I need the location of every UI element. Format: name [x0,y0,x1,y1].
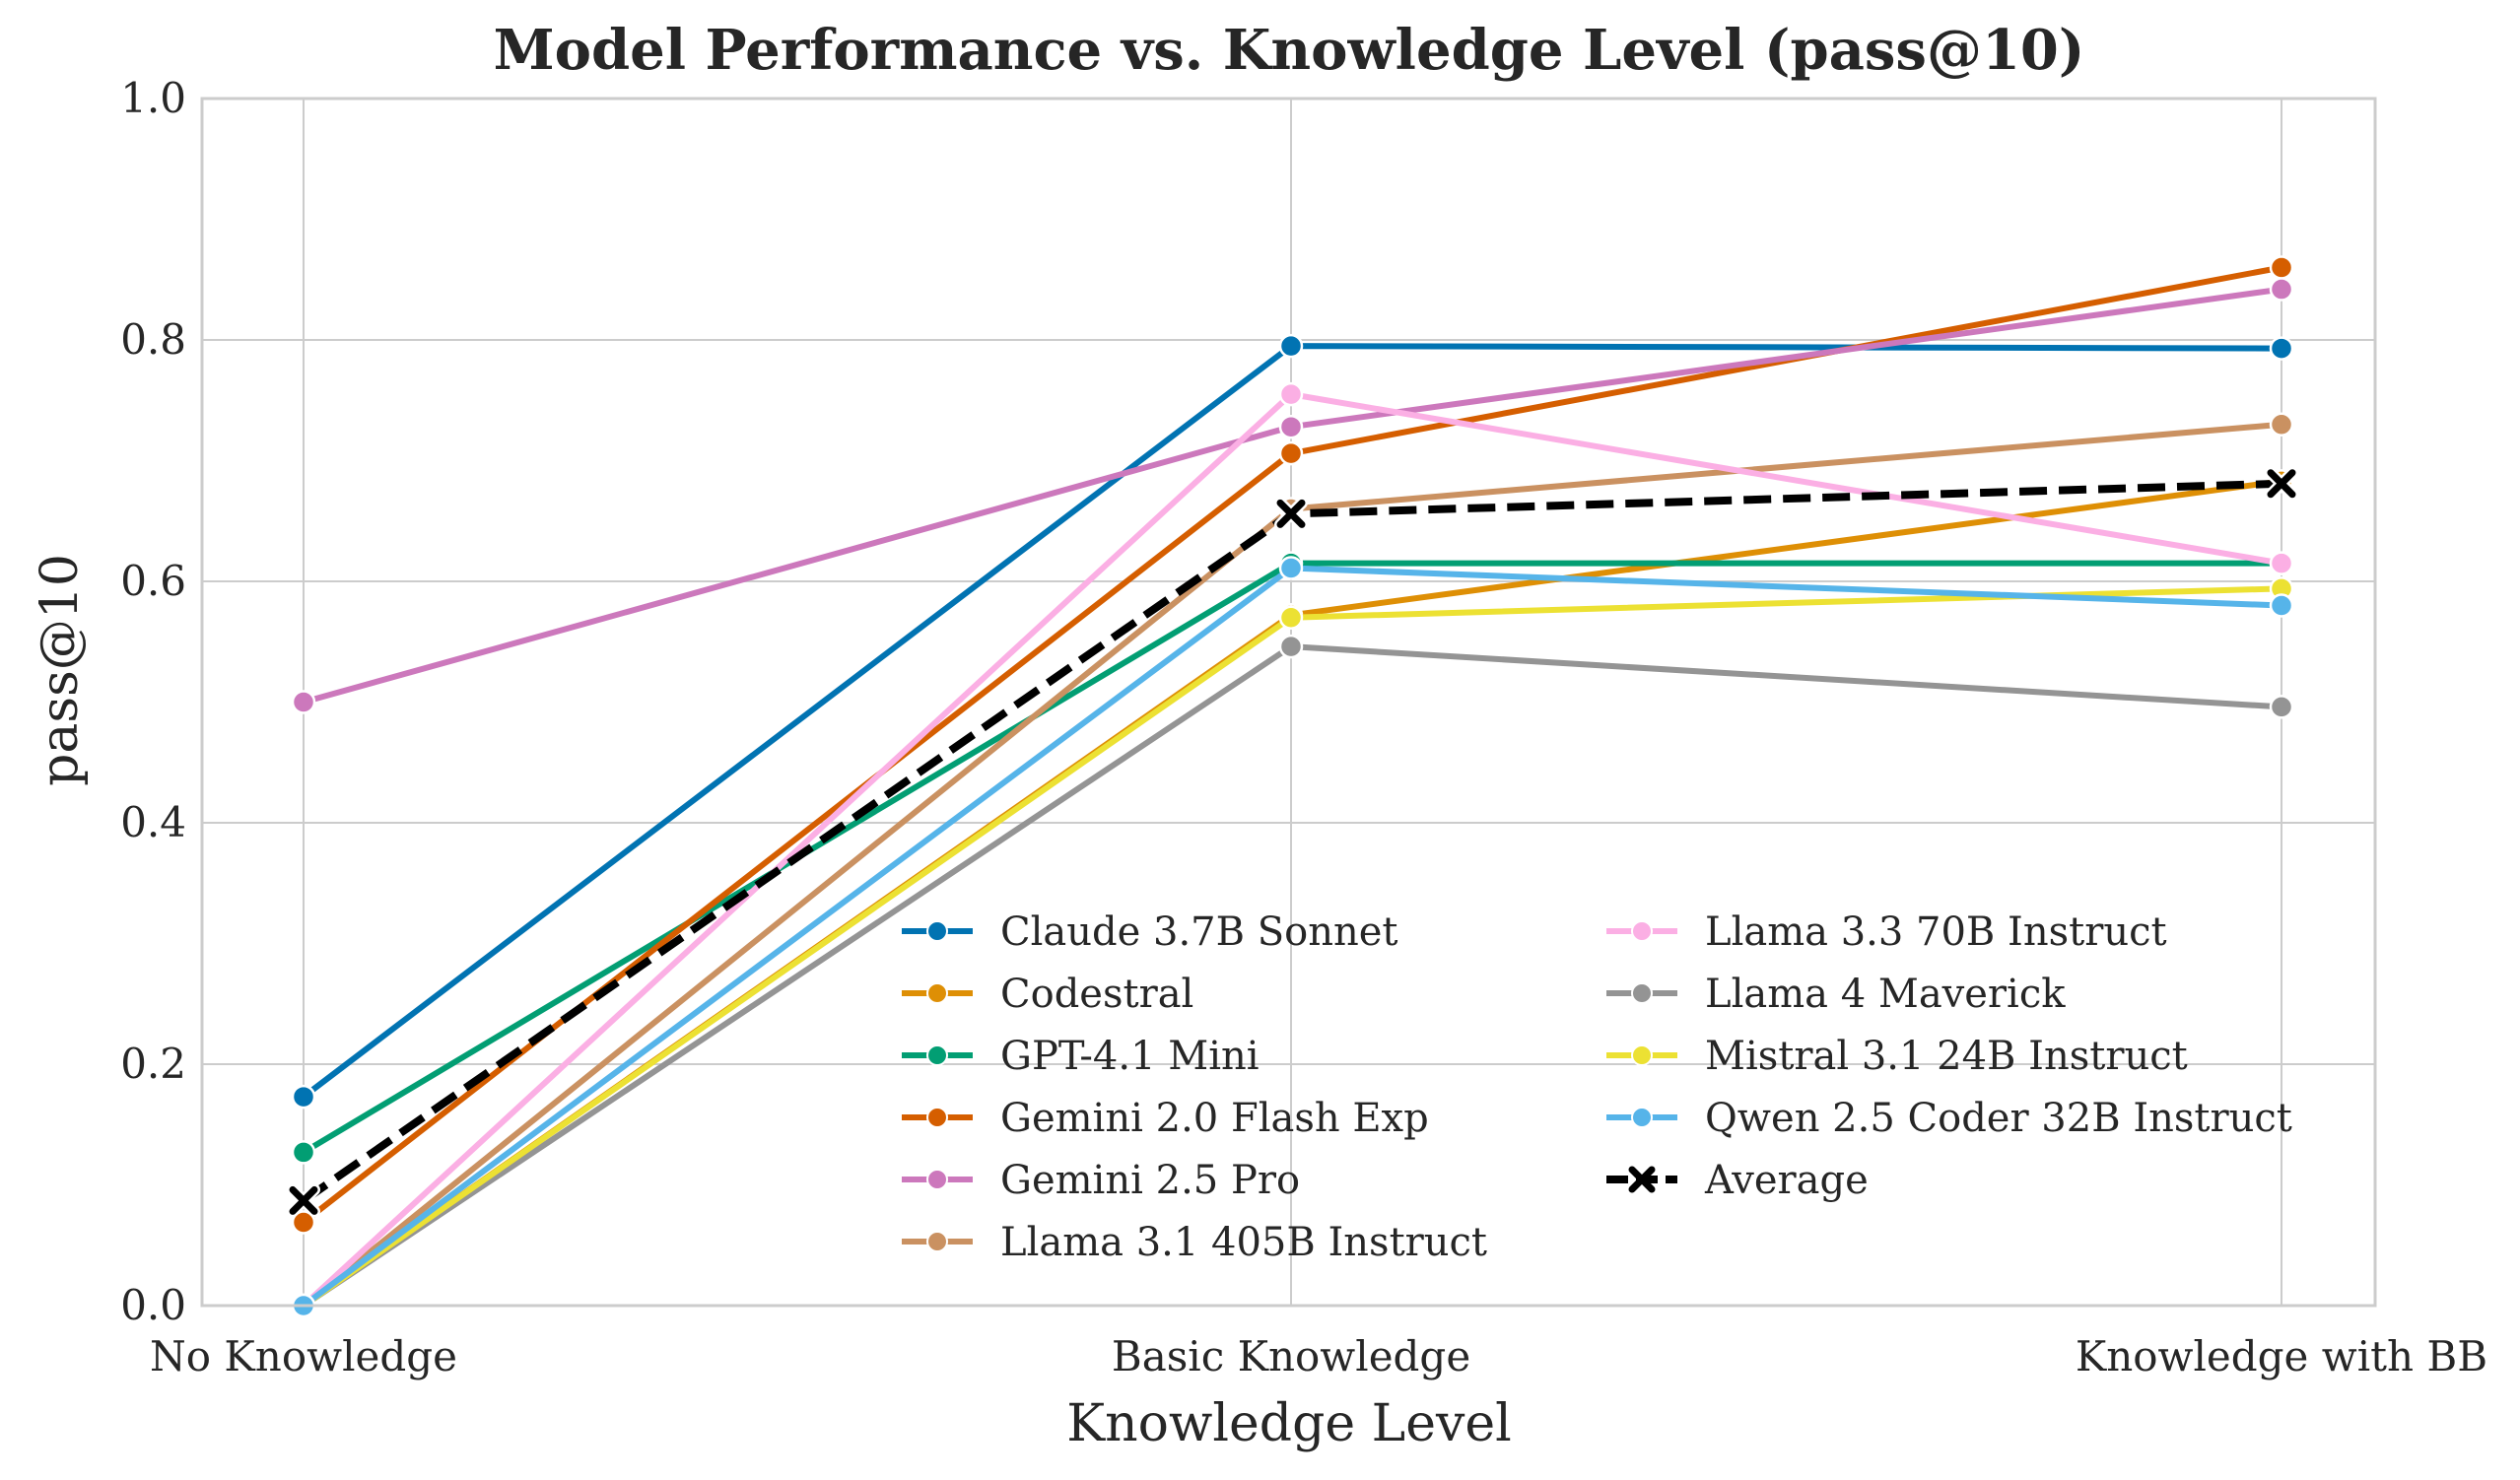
series-3 [291,255,2294,1235]
legend-item: Mistral 3.1 24B Instruct [1606,1034,2188,1079]
legend-item: Llama 3.1 405B Instruct [902,1220,1487,1265]
legend-label: Average [1704,1158,1869,1203]
data-point [1278,556,1304,580]
data-point [291,1140,316,1165]
ticks-layer: 0.0 0.2 0.4 0.6 0.8 1.0 No Knowledge Basic Know… [120,74,2487,1380]
data-point [291,1210,316,1235]
data-point [291,1084,316,1110]
legend-label: Claude 3.7B Sonnet [1000,909,1397,955]
legend-item: Claude 3.7B Sonnet [902,909,1397,955]
plot-border [200,97,2377,1308]
series-layer [287,255,2298,1318]
legend-marker [926,1169,948,1190]
legend-item: Qwen 2.5 Coder 32B Instruct [1606,1096,2292,1141]
data-point [1278,634,1304,659]
legend-marker [1628,1166,1656,1193]
legend-item: GPT-4.1 Mini [902,1034,1260,1079]
legend-label: Mistral 3.1 24B Instruct [1705,1034,2188,1079]
data-point [291,690,316,714]
legend-marker [926,920,948,942]
y-tick-label: 0.6 [120,557,186,605]
legend-item: Codestral [902,972,1193,1017]
legend-marker [1631,920,1653,942]
series-10 [287,466,2298,1218]
legend-label: Codestral [1000,972,1193,1017]
data-point [1278,605,1304,630]
legend: Claude 3.7B Sonnet Codestral GPT-4.1 Mini G… [902,909,2292,1265]
data-point [1278,381,1304,407]
legend-item: Average [1606,1158,1869,1203]
series-line [301,479,2282,1204]
legend-label: Llama 3.3 70B Instruct [1705,909,2167,955]
data-point [2267,469,2296,499]
legend-marker [926,1107,948,1128]
legend-label: Qwen 2.5 Coder 32B Instruct [1705,1096,2292,1141]
chart-title: Model Performance vs. Knowledge Level (p… [494,18,2085,83]
y-tick-label: 1.0 [120,74,186,122]
legend-item: Gemini 2.0 Flash Exp [902,1096,1429,1141]
x-tick-label: No Knowledge [150,1332,457,1380]
data-point [289,1185,318,1215]
data-point [1278,333,1304,359]
legend-marker [1631,982,1653,1004]
x-axis-label: Knowledge Level [1066,1394,1512,1453]
data-point [2269,412,2294,437]
legend-label: Gemini 2.0 Flash Exp [1000,1096,1429,1141]
series-line [302,264,2282,1225]
legend-item: Gemini 2.5 Pro [902,1158,1300,1203]
data-point [1278,414,1304,439]
data-point [2269,551,2294,575]
data-point [2269,593,2294,618]
legend-marker [926,1231,948,1252]
legend-label: Gemini 2.5 Pro [1000,1158,1300,1203]
data-point [1276,499,1306,528]
y-tick-label: 0.0 [120,1281,186,1329]
y-tick-label: 0.8 [120,315,186,364]
legend-item: Llama 3.3 70B Instruct [1606,909,2167,955]
legend-marker [926,1044,948,1066]
y-tick-label: 0.4 [120,798,186,846]
legend-label: Llama 4 Maverick [1705,972,2066,1017]
legend-label: Llama 3.1 405B Instruct [1000,1220,1487,1265]
data-point [2269,695,2294,719]
y-axis-label: pass@10 [31,554,90,786]
data-point [2269,336,2294,361]
series-0 [291,333,2294,1110]
x-tick-label: Knowledge with BB [2076,1332,2487,1380]
data-point [1278,440,1304,466]
legend-item: Llama 4 Maverick [1606,972,2066,1017]
series-4 [291,277,2294,714]
y-tick-label: 0.2 [120,1040,186,1088]
legend-marker [926,982,948,1004]
data-point [2269,277,2294,302]
legend-marker [1631,1044,1653,1066]
x-tick-label: Basic Knowledge [1112,1332,1470,1380]
data-point [2269,255,2294,280]
legend-label: GPT-4.1 Mini [1000,1034,1260,1079]
plot-frame [200,97,2377,1308]
legend-marker [1631,1107,1653,1128]
